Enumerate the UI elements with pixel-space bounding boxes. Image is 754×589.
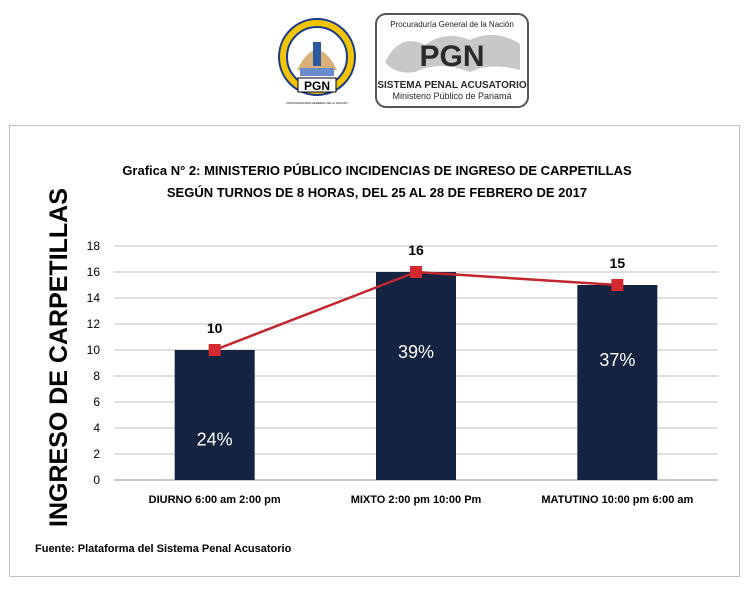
data-label: 16 (408, 242, 424, 258)
y-tick-label: 16 (87, 265, 101, 279)
pgn-line1: SISTEMA PENAL ACUSATORIO (377, 80, 526, 91)
x-tick-label: MIXTO 2:00 pm 10:00 Pm (351, 494, 482, 506)
pgn-acronym: PGN (419, 40, 484, 73)
bar-percent-label: 24% (197, 429, 233, 449)
data-label: 10 (207, 320, 223, 336)
seal-caption: PROCURADURÍA GENERAL DE LA NACIÓN (286, 100, 347, 105)
x-tick-label: MATUTINO 10:00 pm 6:00 am (541, 494, 693, 506)
chart-title-line2: SEGÚN TURNOS DE 8 HORAS, DEL 25 AL 28 DE… (166, 185, 588, 200)
y-tick-label: 12 (87, 317, 101, 331)
data-label: 15 (610, 255, 626, 271)
x-tick-label: DIURNO 6:00 am 2:00 pm (149, 494, 281, 506)
bar-percent-label: 39% (398, 342, 434, 362)
line-point (611, 279, 624, 291)
line-point (410, 266, 422, 278)
logos-svg: PGN PROCURADURÍA GENERAL DE LA NACIÓN Pr… (278, 13, 529, 108)
seal-badge-text: PGN (304, 79, 330, 93)
y-tick-label: 4 (93, 421, 100, 435)
y-tick-label: 6 (93, 395, 100, 409)
y-tick-label: 8 (93, 369, 100, 383)
y-tick-label: 14 (87, 291, 101, 305)
y-tick-label: 10 (87, 343, 101, 357)
pgn-top-text: Procuraduría General de la Nación (390, 20, 514, 29)
bar (376, 272, 456, 480)
header-logos: PGN PROCURADURÍA GENERAL DE LA NACIÓN Pr… (0, 0, 754, 122)
chart-title-line1: Grafica N° 2: MINISTERIO PÚBLICO INCIDEN… (122, 163, 632, 178)
pgn-sistema-penal-logo: Procuraduría General de la Nación PGN SI… (375, 13, 529, 108)
y-tick-label: 0 (93, 473, 100, 487)
bar (577, 285, 658, 480)
bar (174, 350, 255, 480)
bar-percent-label: 37% (599, 350, 635, 370)
pgn-line2: Ministerio Público de Panamá (392, 91, 511, 101)
line-point (208, 344, 221, 356)
source-note: Fuente: Plataforma del Sistema Penal Acu… (35, 543, 292, 555)
y-tick-label: 18 (87, 239, 101, 253)
ministerio-publico-seal-logo: PGN PROCURADURÍA GENERAL DE LA NACIÓN (278, 18, 356, 105)
y-tick-label: 2 (93, 447, 100, 461)
